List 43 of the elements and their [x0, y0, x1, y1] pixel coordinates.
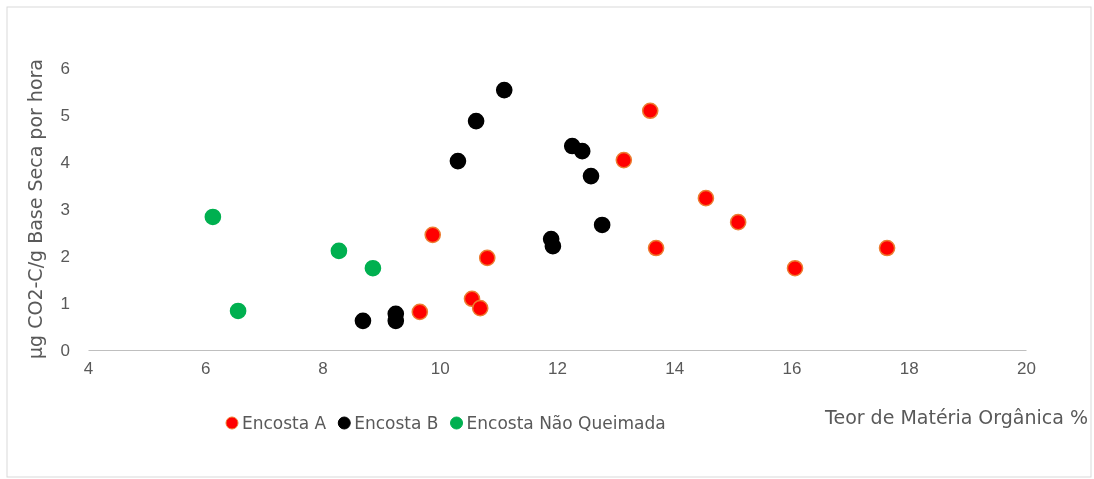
x-tick-label: 18	[899, 359, 919, 379]
point	[786, 259, 804, 277]
point	[364, 259, 382, 277]
y-tick-label: 2	[60, 246, 70, 266]
legend-label: Encosta Não Queimada	[466, 413, 666, 433]
y-tick-label: 3	[60, 199, 70, 219]
point	[411, 303, 429, 321]
x-tick-label: 10	[430, 359, 450, 379]
x-tick-label: 12	[548, 359, 567, 379]
point	[615, 151, 633, 169]
point	[354, 312, 372, 330]
point	[424, 226, 442, 244]
y-tick-label: 5	[60, 105, 70, 125]
point	[878, 239, 896, 257]
point	[573, 142, 591, 160]
x-tick-label: 4	[83, 359, 94, 379]
x-tick-label: 14	[665, 359, 685, 379]
x-axis-title: Teor de Matéria Orgânica %	[824, 406, 1088, 428]
point	[697, 189, 715, 207]
point	[593, 216, 611, 234]
y-tick-label: 0	[60, 340, 70, 360]
point	[729, 213, 747, 231]
point	[229, 302, 247, 320]
x-tick-label: 20	[1017, 359, 1036, 379]
x-tick-label: 6	[201, 359, 211, 379]
point	[467, 112, 485, 130]
legend-label: Encosta B	[354, 413, 439, 433]
point	[582, 167, 600, 185]
point	[641, 102, 659, 120]
point	[495, 81, 513, 99]
legend-label: Encosta A	[242, 413, 327, 433]
x-tick-label: 8	[318, 359, 328, 379]
point	[647, 239, 665, 257]
point	[330, 242, 348, 260]
point	[204, 208, 222, 226]
point	[478, 249, 496, 267]
x-tick-label: 16	[782, 359, 802, 379]
y-tick-label: 6	[60, 58, 70, 78]
point	[471, 299, 489, 317]
y-tick-label: 4	[60, 152, 70, 172]
point	[449, 152, 467, 170]
y-tick-label: 1	[60, 293, 70, 313]
y-axis-title: µg CO2-C/g Base Seca por hora	[24, 59, 46, 359]
